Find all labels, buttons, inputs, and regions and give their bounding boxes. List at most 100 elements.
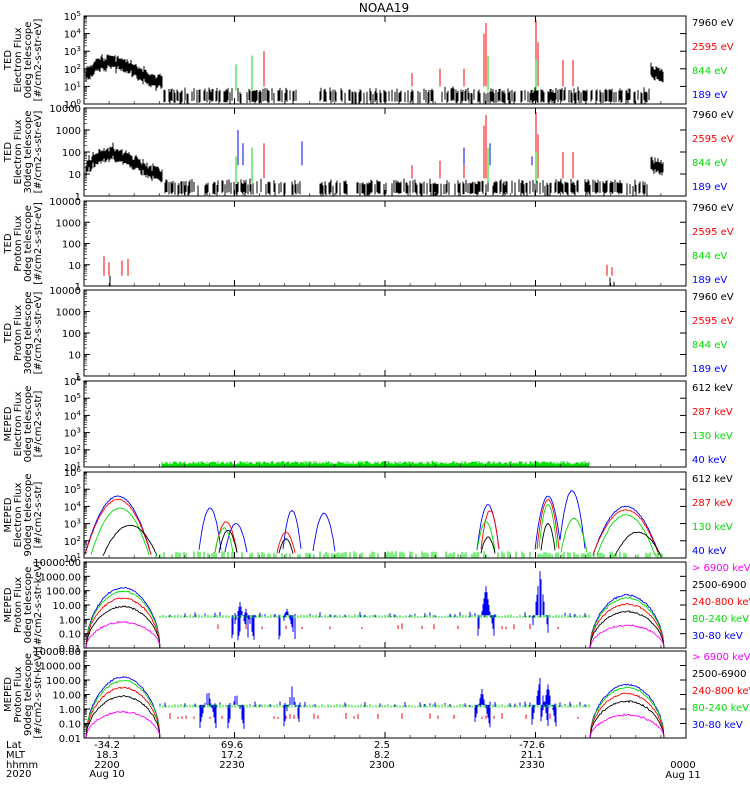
y-axis-label-line: 90deg telescope (23, 473, 34, 556)
x-row-value: 69.6 (221, 740, 243, 751)
y-tick-label: 10000 (49, 197, 81, 208)
y-axis-label-line: Proton Flux (13, 577, 24, 633)
legend-red: 240-800 keV (692, 597, 750, 608)
legend-blue: 30-80 keV (692, 720, 743, 731)
x-row-value: 2330 (519, 760, 544, 771)
series-red-scatter (217, 623, 559, 630)
legend-magenta: > 6900 keV (692, 563, 750, 574)
series-green (90, 503, 656, 556)
legend-black: 7960 eV (692, 292, 734, 303)
y-tick-label: 10.00 (52, 691, 81, 702)
y-axis-label-line: [#/cm2-s-str-keV] (33, 650, 44, 738)
y-axis-label-line: Electron Flux (13, 391, 24, 456)
panel-frame (83, 650, 687, 739)
legend-green: 130 keV (692, 431, 733, 442)
legend-black: 2500-6900 (692, 580, 747, 591)
y-axis-label-line: TED (3, 233, 14, 254)
y-tick-label: 100 (62, 240, 81, 251)
y-axis-label-line: 0deg telescope (23, 567, 34, 644)
panel-frame (83, 380, 687, 468)
y-tick-label: 0.10 (59, 720, 81, 731)
panel-frame (83, 561, 687, 649)
y-tick-label: 101 (64, 80, 81, 93)
figure-title: NOAA19 (359, 1, 409, 15)
panel-4: 1 10 100 1000 10000 TED Proton Flux 30deg teles… (3, 286, 734, 383)
series-magenta (85, 620, 665, 648)
legend-green: 844 eV (692, 340, 727, 351)
series-black (85, 605, 665, 648)
series-black (85, 695, 665, 738)
series-red-bursts (263, 20, 574, 87)
y-tick-label: 105 (64, 392, 81, 405)
x-axis-end-date: Aug 11 (665, 770, 700, 781)
series-green (85, 590, 665, 648)
panel-data (85, 108, 664, 196)
series-blue-bursts (237, 130, 533, 166)
legend-black: 7960 eV (692, 110, 734, 121)
y-tick-label: 103 (64, 427, 81, 440)
y-tick-label: 104 (64, 500, 82, 513)
y-tick-label: 0.10 (59, 630, 81, 641)
panel-frame (83, 107, 687, 197)
x-row-value: -72.6 (519, 740, 545, 751)
y-tick-label: 106 (64, 375, 82, 388)
series-green-floor (155, 551, 663, 558)
panel-7: 0.01 0.10 1.00 10.00 100.00 1000.00 10000.00 ME… (3, 558, 750, 655)
y-tick-label: 10 (68, 351, 81, 362)
y-tick-label: 104 (64, 409, 82, 422)
y-axis-label-line: [#/cm2-s-str] (33, 481, 44, 548)
y-axis-label-line: 30deg telescope (23, 291, 34, 374)
y-axis-label-line: Electron Flux (13, 482, 24, 547)
x-axis-end-time: 0000 (670, 760, 695, 771)
y-axis-label-line: 0deg telescope (23, 205, 34, 282)
x-row-value: 18.3 (96, 750, 118, 761)
series-green (85, 680, 665, 738)
x-row-label: hhmm (6, 760, 38, 771)
y-tick-label: 1000 (56, 308, 81, 319)
legend-blue: 40 keV (692, 455, 726, 466)
series-green-floor (161, 461, 590, 467)
time-axis: Lat -34.2 69.6 2.5 -72.6 MLT 18.3 17.2 8.2 21.1 hh… (6, 740, 701, 781)
y-axis-label-line: MEPED (3, 406, 14, 441)
x-row-label: Lat (6, 740, 22, 751)
legend-black: 2500-6900 (692, 669, 747, 680)
y-axis-label-line: [#/cm2-s-str-eV] (33, 111, 44, 194)
legend-black: 612 keV (692, 383, 733, 394)
legend-green: 844 eV (692, 66, 727, 77)
x-row-value: 21.1 (521, 750, 543, 761)
series-blue-scatter (159, 678, 586, 729)
y-axis-label-line: TED (3, 323, 14, 344)
y-axis-label-line: MEPED (3, 497, 14, 532)
y-axis-label-line: 0deg telescope (23, 22, 34, 99)
legend-green: 844 eV (692, 251, 727, 262)
legend-red: 2595 eV (692, 134, 734, 145)
series-red-bursts (263, 112, 574, 179)
y-tick-label: 105 (64, 483, 81, 496)
y-tick-label: 100 (62, 148, 81, 159)
legend-green: 80-240 keV (692, 703, 749, 714)
y-axis-label-line: [#/cm2-s-str] (33, 390, 44, 457)
x-row-value: 2300 (369, 760, 394, 771)
y-tick-label: 10000 (49, 286, 81, 297)
y-tick-label: 105 (64, 10, 81, 23)
panel-8: 0.01 0.10 1.00 10.00 100.00 1000.00 10000.00 ME… (3, 647, 750, 745)
y-tick-label: 10 (68, 170, 81, 181)
legend-green: 80-240 keV (692, 614, 749, 625)
legend-black: 612 keV (692, 474, 733, 485)
legend-red: 2595 eV (692, 316, 734, 327)
series-blue (84, 490, 660, 556)
y-axis-label-line: Proton Flux (13, 305, 24, 361)
legend-blue: 30-80 keV (692, 631, 743, 642)
y-tick-label: 100 (62, 329, 81, 340)
panel-3: 1 10 100 1000 10000 TED Proton Flux 0deg telesc… (3, 197, 734, 293)
panel-data (85, 676, 665, 738)
series-black (109, 275, 615, 286)
legend-blue: 189 eV (692, 364, 727, 375)
legend-green: 844 eV (692, 158, 727, 169)
y-tick-label: 100.00 (46, 676, 81, 687)
series-magenta (85, 710, 665, 738)
